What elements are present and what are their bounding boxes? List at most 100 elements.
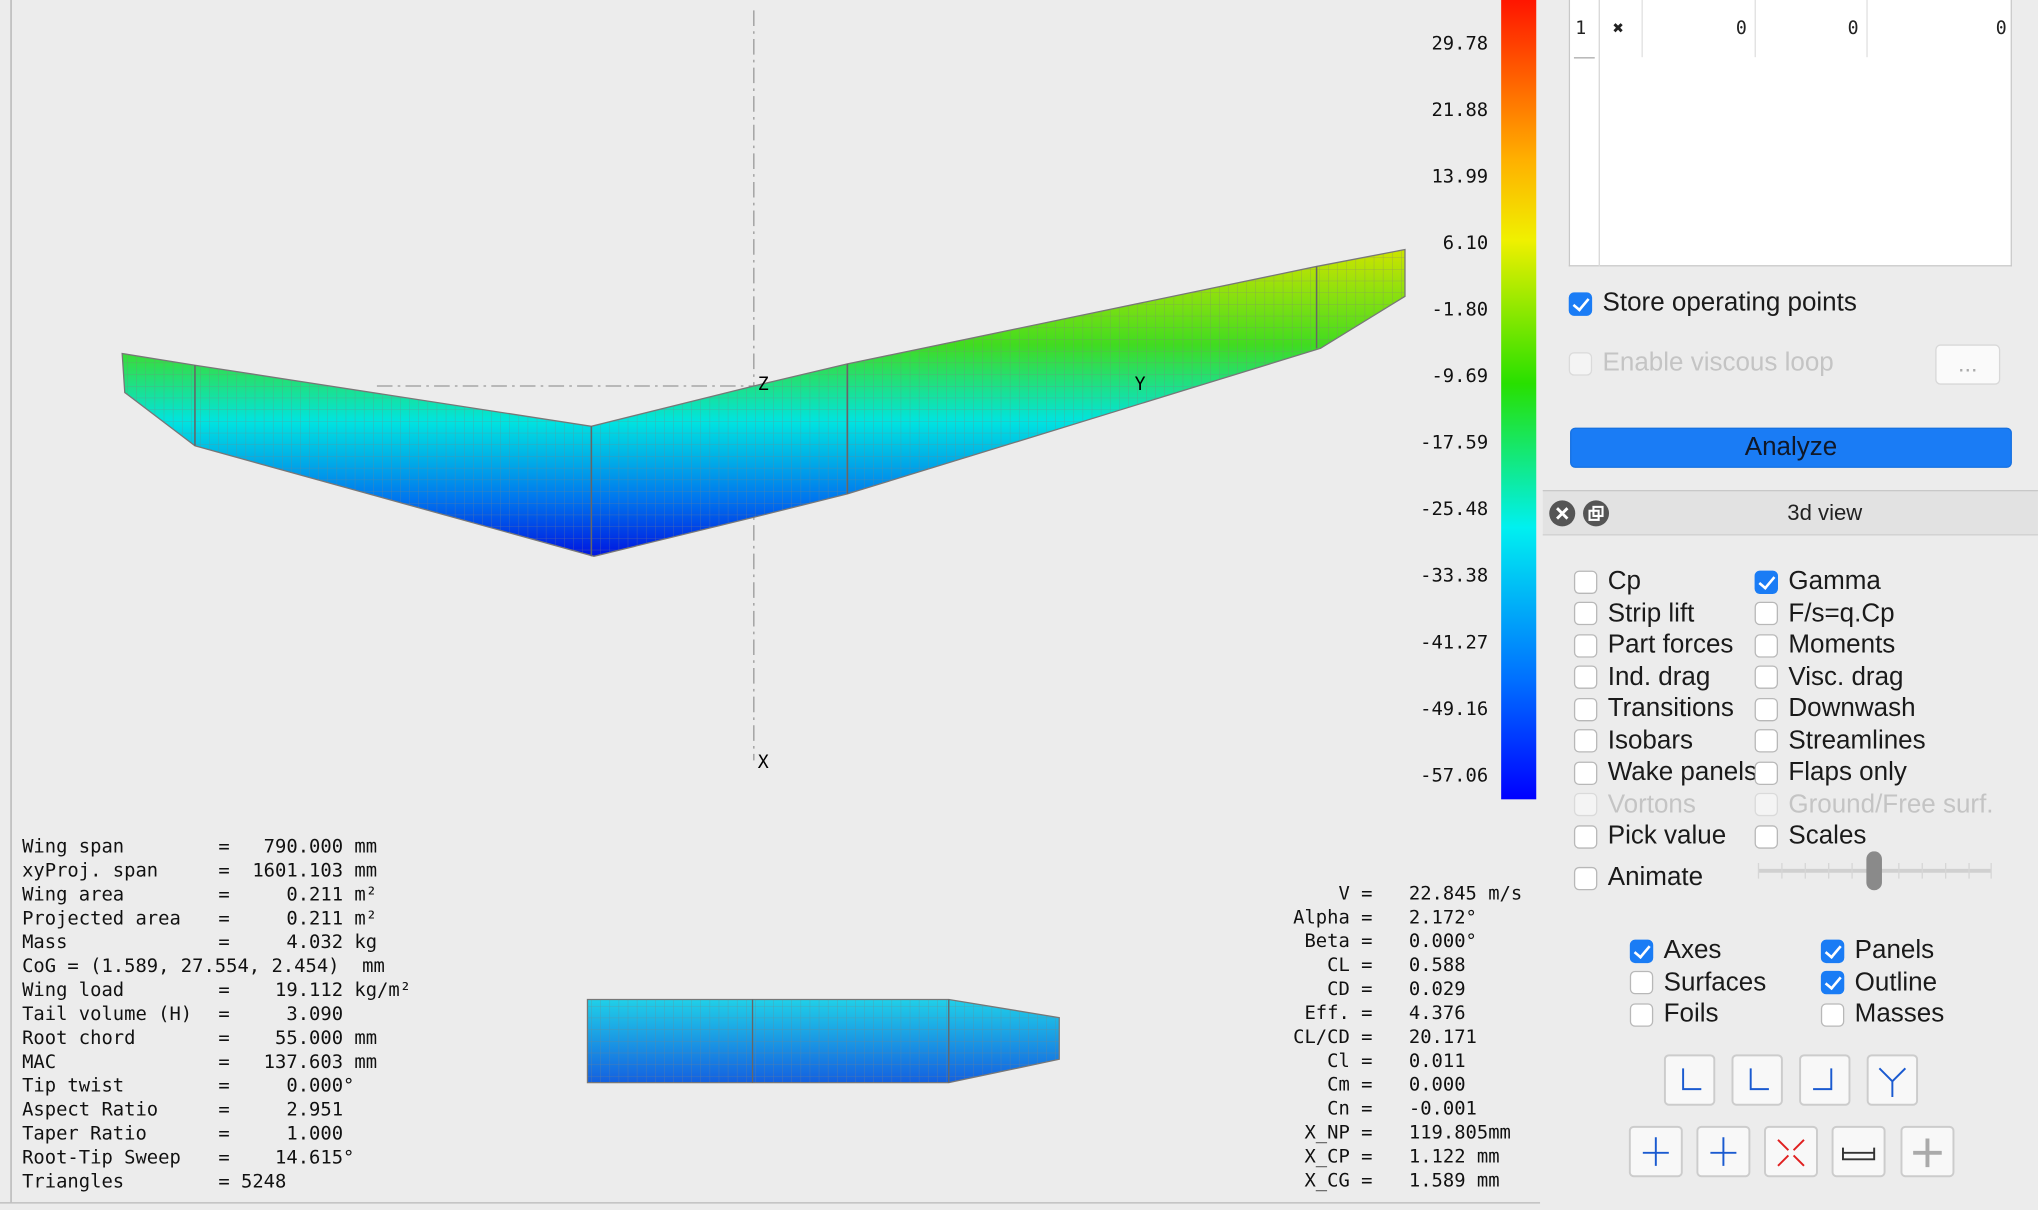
view-button-xy[interactable]: [1663, 1054, 1716, 1106]
info-label: Tip twist: [22, 1076, 124, 1097]
option-checkbox[interactable]: Streamlines: [1754, 726, 1926, 756]
info-label: CoG = (1.589, 27.554, 2.454) mm: [22, 956, 385, 977]
result-label: Cl =: [1327, 1051, 1372, 1072]
checkbox-box[interactable]: [1629, 970, 1654, 995]
info-value: = 0.211 m²: [218, 884, 377, 905]
option-checkbox[interactable]: Wake panels: [1573, 757, 1758, 788]
axis-label-z: Z: [758, 374, 769, 395]
info-value: = 1601.103 mm: [218, 861, 377, 882]
checkbox-box[interactable]: [1573, 824, 1598, 849]
checkbox-box[interactable]: [1573, 665, 1598, 689]
option-checkbox[interactable]: Scales: [1754, 821, 1866, 851]
option-checkbox[interactable]: Downwash: [1754, 694, 1916, 724]
color-scale-label: 6.10: [1443, 233, 1488, 254]
checkbox-label: Ind. drag: [1607, 662, 1711, 691]
checkbox-box[interactable]: [1754, 569, 1778, 594]
checkbox-box[interactable]: [1573, 760, 1598, 785]
option-checkbox[interactable]: Transitions: [1573, 694, 1734, 724]
option-checkbox[interactable]: Visc. drag: [1754, 662, 1904, 692]
table-cell[interactable]: 1: [1575, 18, 1587, 39]
option-checkbox[interactable]: Masses: [1820, 1000, 1944, 1030]
info-label: Wing area: [22, 884, 124, 905]
checkbox-box[interactable]: [1573, 633, 1598, 657]
more-button[interactable]: ...: [1935, 344, 2001, 385]
color-scale-label: -41.27: [1420, 632, 1488, 653]
option-checkbox: Vortons: [1573, 789, 1696, 820]
table-cell[interactable]: 0: [1847, 18, 1859, 39]
result-label: Beta =: [1304, 931, 1372, 952]
checkbox-box[interactable]: [1754, 824, 1778, 849]
wing-top-sections: [751, 999, 950, 1083]
result-value: 4.376: [1409, 1003, 1466, 1024]
option-checkbox[interactable]: Foils: [1629, 1000, 1719, 1030]
checkbox-box[interactable]: [1754, 697, 1778, 721]
checkbox-box[interactable]: [1820, 1002, 1845, 1027]
option-checkbox[interactable]: Strip lift: [1573, 599, 1694, 629]
add-icon: [1913, 1138, 1942, 1168]
operating-points-table: 1 ✖ 0 0 0: [1568, 0, 2012, 267]
option-checkbox[interactable]: Animate: [1573, 863, 1703, 893]
option-checkbox[interactable]: Part forces: [1573, 630, 1734, 660]
checkbox-box[interactable]: [1629, 1002, 1654, 1027]
info-value: = 1.000: [218, 1124, 343, 1145]
col-separator: [1641, 0, 1643, 58]
checkbox-box[interactable]: [1754, 760, 1778, 785]
option-checkbox[interactable]: Outline: [1820, 968, 1937, 998]
analyze-button[interactable]: Analyze: [1570, 427, 2012, 468]
table-cell[interactable]: 0: [1735, 18, 1747, 39]
view-button-xz[interactable]: [1799, 1054, 1851, 1106]
checkbox-box[interactable]: [1754, 665, 1778, 689]
option-checkbox[interactable]: Isobars: [1573, 726, 1693, 756]
checkbox-box[interactable]: [1754, 601, 1778, 626]
result-label: Alpha =: [1293, 907, 1372, 928]
table-cell[interactable]: ✖: [1612, 18, 1624, 39]
reset-view-button[interactable]: [1764, 1125, 1818, 1178]
checkbox-box[interactable]: [1573, 569, 1598, 594]
checkbox-box[interactable]: [1573, 729, 1598, 753]
checkbox-box[interactable]: [1573, 866, 1598, 890]
option-checkbox[interactable]: Flaps only: [1754, 758, 1907, 788]
result-value: 0.029: [1409, 979, 1466, 1000]
checkbox-box[interactable]: [1820, 970, 1845, 995]
table-cell[interactable]: 0: [1995, 18, 2007, 39]
checkbox-box[interactable]: [1754, 729, 1778, 753]
checkbox-box[interactable]: [1573, 697, 1598, 721]
result-value: 1.589 mm: [1409, 1170, 1500, 1191]
checkbox-box[interactable]: [1754, 633, 1778, 657]
option-checkbox[interactable]: Gamma: [1754, 567, 1881, 597]
header-buttons[interactable]: [1548, 499, 1610, 528]
checkbox-label: Vortons: [1607, 789, 1696, 819]
checkbox-box[interactable]: [1568, 291, 1593, 316]
option-checkbox[interactable]: Ind. drag: [1573, 662, 1711, 692]
animation-slider[interactable]: [1751, 851, 1998, 893]
store-points-checkbox[interactable]: Store operating points: [1568, 288, 1857, 319]
checkbox-label: Cp: [1607, 566, 1641, 596]
checkbox-box[interactable]: [1629, 939, 1654, 963]
option-checkbox[interactable]: Axes: [1629, 936, 1721, 966]
color-scale-label: -33.38: [1420, 566, 1488, 587]
option-checkbox[interactable]: Pick value: [1573, 821, 1727, 851]
option-checkbox[interactable]: Surfaces: [1629, 967, 1767, 998]
checkbox-label: Part forces: [1607, 630, 1734, 659]
checkbox-label: Surfaces: [1663, 967, 1767, 997]
option-checkbox[interactable]: Cp: [1573, 566, 1641, 597]
view-button-yz[interactable]: [1731, 1054, 1783, 1106]
option-checkbox[interactable]: F/s=q.Cp: [1754, 599, 1895, 629]
checkbox-label: Panels: [1854, 935, 1935, 965]
checkbox-box[interactable]: [1573, 601, 1598, 626]
checkbox-box[interactable]: [1820, 939, 1845, 963]
option-checkbox[interactable]: Panels: [1820, 935, 1935, 966]
result-value: 20.171: [1409, 1027, 1477, 1048]
ruler-button[interactable]: [1831, 1125, 1886, 1178]
info-label: Wing span: [22, 837, 124, 858]
checkbox-label: Downwash: [1788, 694, 1916, 723]
checkbox-label: Store operating points: [1602, 288, 1857, 318]
slider-handle[interactable]: [1866, 851, 1882, 891]
checkbox-label: Wake panels: [1607, 757, 1758, 787]
info-label: Root chord: [22, 1028, 135, 1049]
result-value: 0.588: [1409, 955, 1466, 976]
checkbox-label: Pick value: [1607, 821, 1727, 851]
option-checkbox[interactable]: Moments: [1754, 630, 1895, 660]
slider-ticks: [1757, 863, 1992, 879]
info-value: = 0.211 m²: [218, 908, 377, 929]
